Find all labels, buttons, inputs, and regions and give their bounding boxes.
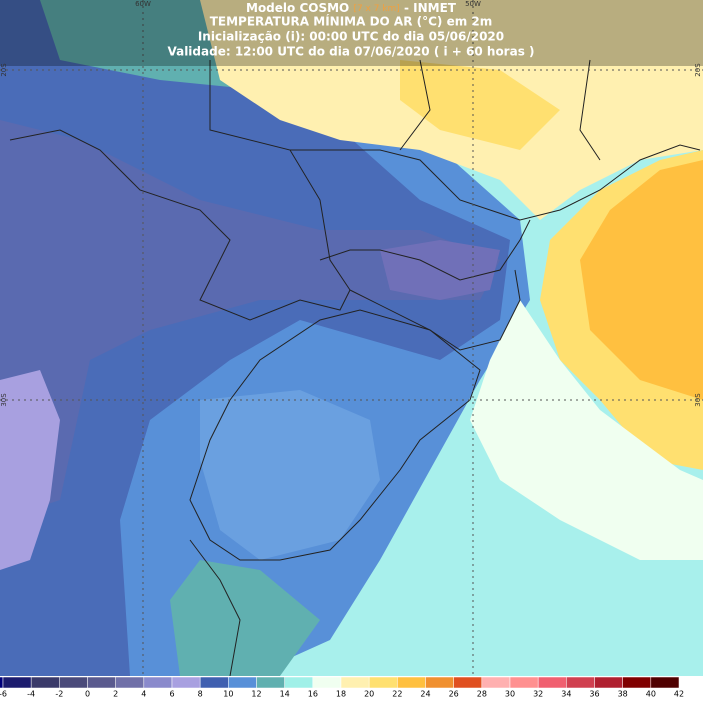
colorbar-cell bbox=[228, 676, 257, 689]
valid-time: Validade: 12:00 UTC do dia 07/06/2020 ( … bbox=[167, 45, 534, 59]
lat-label: 20S bbox=[694, 63, 702, 77]
colorbar-cell bbox=[87, 676, 116, 689]
colorbar-cell bbox=[622, 676, 652, 689]
source: - INMET bbox=[404, 1, 457, 15]
borders bbox=[9, 59, 701, 677]
colorbar-label: 12 bbox=[251, 690, 261, 699]
lon-label: 50W bbox=[465, 0, 481, 8]
colorbar-cell bbox=[199, 676, 229, 689]
header-band bbox=[0, 0, 703, 66]
colorbar-label: -2 bbox=[55, 690, 63, 699]
colorbar-label: 8 bbox=[198, 690, 203, 699]
colorbar: -6-4-20246810121416182022242628303234363… bbox=[0, 676, 703, 701]
colorbar-label: 4 bbox=[141, 690, 146, 699]
temperature-field bbox=[0, 0, 703, 676]
colorbar-label: 22 bbox=[392, 690, 402, 699]
model: Modelo COSMO bbox=[246, 1, 349, 15]
colorbar-label: 36 bbox=[589, 690, 599, 699]
lat-label: 30S bbox=[694, 393, 702, 407]
colorbar-label: 16 bbox=[308, 690, 318, 699]
colorbar-label: 42 bbox=[674, 690, 684, 699]
colorbar-cell bbox=[509, 676, 539, 689]
colorbar-cell bbox=[537, 676, 567, 689]
colorbar-cell bbox=[594, 676, 623, 689]
colorbar-cell bbox=[59, 676, 88, 689]
colorbar-cell bbox=[312, 676, 342, 689]
colorbar-label: 30 bbox=[505, 690, 515, 699]
colorbar-cell bbox=[397, 676, 426, 689]
colorbar-label: -4 bbox=[27, 690, 35, 699]
variable: TEMPERATURA MÍNIMA DO AR (°C) em 2m bbox=[210, 14, 493, 29]
colorbar-cell bbox=[171, 676, 201, 689]
resolution: [7 x 7 km] bbox=[353, 4, 399, 14]
colorbar-cell bbox=[0, 676, 4, 689]
colorbar-cell bbox=[284, 676, 314, 689]
colorbar-cell bbox=[143, 676, 173, 689]
colorbar-cell bbox=[566, 676, 595, 689]
colorbar-label: -6 bbox=[0, 690, 7, 699]
lat-label: 20S bbox=[0, 63, 8, 77]
colorbar-label: 2 bbox=[113, 690, 118, 699]
init-time: Inicialização (i): 00:00 UTC do dia 05/0… bbox=[198, 30, 504, 44]
colorbar-cell bbox=[340, 676, 370, 689]
lon-label: 60W bbox=[135, 0, 151, 8]
colorbar-label: 0 bbox=[85, 690, 90, 699]
colorbar-cell bbox=[425, 676, 454, 689]
colorbar-label: 14 bbox=[280, 690, 290, 699]
coordinate-labels: 60W 50W 20S 20S 30S 30S bbox=[0, 0, 702, 407]
colorbar-label: 28 bbox=[477, 690, 487, 699]
graticule bbox=[0, 0, 703, 676]
colorbar-label: 6 bbox=[169, 690, 174, 699]
colorbar-label: 10 bbox=[223, 690, 233, 699]
colorbar-label: 38 bbox=[618, 690, 628, 699]
header-line: Modelo COSMO [7 x 7 km] - INMET bbox=[246, 1, 457, 15]
colorbar-cell bbox=[453, 676, 483, 689]
colorbar-label: 18 bbox=[336, 690, 346, 699]
colorbar-cell bbox=[2, 676, 32, 689]
lat-label: 30S bbox=[0, 393, 8, 407]
colorbar-label: 40 bbox=[646, 690, 656, 699]
colorbar-label: 26 bbox=[449, 690, 459, 699]
colorbar-label: 20 bbox=[364, 690, 374, 699]
colorbar-cell bbox=[30, 676, 60, 689]
colorbar-cell bbox=[650, 676, 680, 689]
colorbar-label: 32 bbox=[533, 690, 543, 699]
colorbar-label: 24 bbox=[420, 690, 430, 699]
colorbar-cell bbox=[481, 676, 511, 689]
colorbar-cell bbox=[368, 676, 398, 689]
colorbar-label: 34 bbox=[561, 690, 571, 699]
colorbar-cell bbox=[115, 676, 145, 689]
colorbar-cell bbox=[256, 676, 285, 689]
